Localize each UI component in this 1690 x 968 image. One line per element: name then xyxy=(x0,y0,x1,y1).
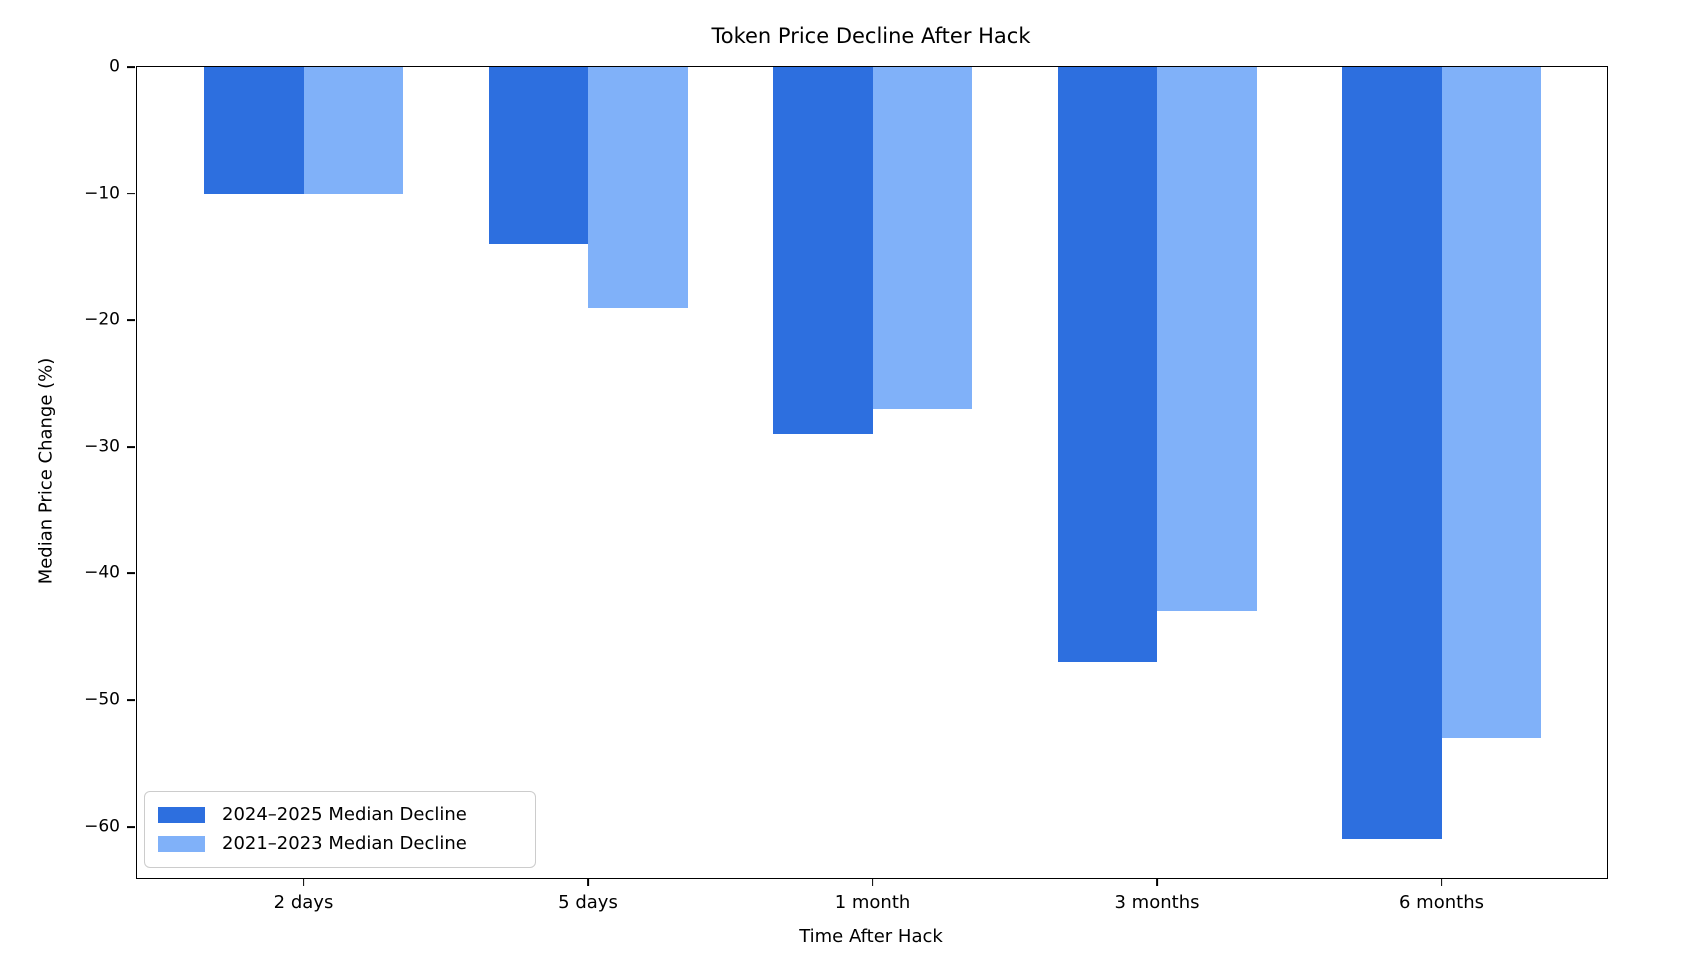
y-tick-mark xyxy=(127,66,135,68)
legend-label: 2024–2025 Median Decline xyxy=(222,804,467,826)
legend: 2024–2025 Median Decline 2021–2023 Median… xyxy=(144,791,536,868)
x-tick-label-1-month: 1 month xyxy=(834,892,911,913)
x-tick-mark xyxy=(587,878,589,886)
plot-area: 2024–2025 Median Decline 2021–2023 Median… xyxy=(84,58,1608,913)
x-tick-label-5-days: 5 days xyxy=(558,892,618,913)
bar-2021-2023-1-month xyxy=(872,67,972,409)
y-tick-mark xyxy=(127,699,135,701)
y-tick-label: 0 xyxy=(109,56,120,77)
y-tick-mark xyxy=(127,319,135,322)
chart-title: Token Price Decline After Hack xyxy=(711,24,1031,48)
bar-2021-2023-3-months xyxy=(1157,67,1257,612)
y-tick-label: −60 xyxy=(84,816,120,837)
bar-2024-2025-6-months xyxy=(1342,67,1442,840)
y-tick-mark xyxy=(127,572,135,575)
bar-2024-2025-2-days xyxy=(204,67,304,194)
bar-2021-2023-6-months xyxy=(1441,67,1541,739)
x-tick-label-6-months: 6 months xyxy=(1399,892,1484,913)
y-tick-mark xyxy=(127,825,135,828)
bar-2021-2023-2-days xyxy=(303,67,403,194)
legend-swatch-icon xyxy=(158,835,205,852)
x-tick-mark xyxy=(1440,878,1443,886)
bar-2024-2025-1-month xyxy=(773,67,873,435)
y-axis-label: Median Price Change (%) xyxy=(35,357,57,585)
x-tick-mark xyxy=(871,878,874,886)
y-tick-label: −40 xyxy=(84,562,120,583)
x-tick-label-3-months: 3 months xyxy=(1114,892,1200,913)
legend-item-1: 2021–2023 Median Decline xyxy=(158,833,535,855)
x-tick-mark xyxy=(302,878,305,886)
bar-2024-2025-5-days xyxy=(488,67,588,245)
x-axis-label: Time After Hack xyxy=(799,926,943,947)
x-tick-label-2-days: 2 days xyxy=(273,892,334,913)
y-tick-mark xyxy=(127,445,135,448)
y-tick-label: −50 xyxy=(84,689,120,710)
legend-swatch-icon xyxy=(158,807,205,824)
legend-label: 2021–2023 Median Decline xyxy=(222,833,467,854)
y-tick-label: −10 xyxy=(84,183,120,204)
y-tick-label: −30 xyxy=(84,436,120,457)
bar-2024-2025-3-months xyxy=(1057,67,1157,663)
y-tick-mark xyxy=(127,192,135,195)
y-tick-label: −20 xyxy=(84,309,120,330)
legend-item-0: 2024–2025 Median Decline xyxy=(158,804,535,826)
x-tick-mark xyxy=(1156,878,1158,886)
bar-2021-2023-5-days xyxy=(588,67,688,308)
